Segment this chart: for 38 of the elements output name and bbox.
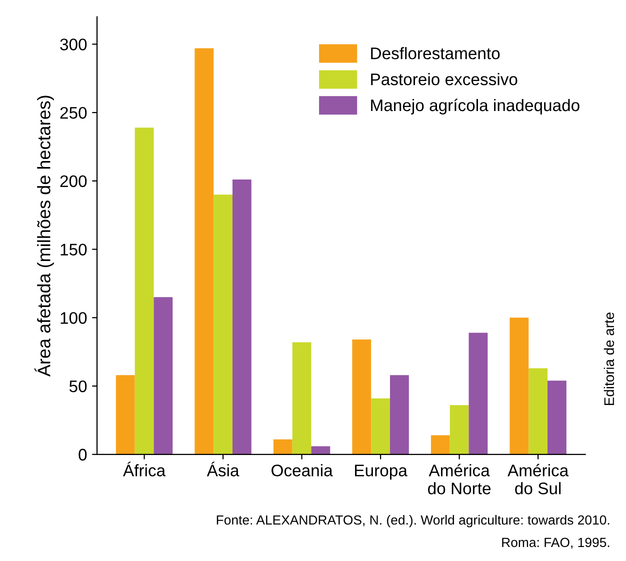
- x-tick-label: Europa: [355, 464, 408, 480]
- y-tick-label: 300: [60, 38, 87, 50]
- bar: [273, 439, 292, 454]
- bar: [352, 340, 372, 454]
- bar: [311, 446, 330, 454]
- legend-label: Manejo agrícola inadequado: [371, 98, 580, 114]
- bar: [528, 368, 548, 454]
- y-tick-label: 0: [78, 448, 87, 461]
- bar: [548, 380, 566, 454]
- x-tick-label: África: [123, 462, 166, 476]
- y-tick-label: 100: [60, 312, 87, 324]
- bar: [468, 332, 488, 454]
- bar: [510, 318, 529, 454]
- bar: [292, 342, 312, 454]
- x-tick-label: Ásia: [206, 462, 240, 476]
- bar: [430, 435, 450, 454]
- source-note: Fonte: ALEXANDRATOS, N. (ed.). World agriculture: towards 2010.: [216, 514, 610, 528]
- bar: [194, 48, 214, 454]
- x-tick-label: América do Sul: [508, 464, 569, 494]
- legend-label: Pastoreio excessivo: [371, 73, 518, 86]
- legend-label: Desflorestamento: [371, 47, 500, 60]
- x-tick-label: América do Norte: [428, 464, 491, 494]
- bar: [154, 297, 173, 454]
- bar: [116, 375, 135, 454]
- bar: [134, 128, 154, 454]
- y-axis-title: Área afetada (milhões de hectares): [34, 96, 54, 377]
- bar: [450, 405, 469, 454]
- bar: [232, 180, 252, 454]
- y-tick-label: 200: [60, 175, 87, 188]
- text: Editoria de arte: [604, 312, 614, 405]
- y-tick-label: 50: [69, 380, 87, 392]
- text: Roma: FAO, 1995.: [502, 538, 610, 549]
- y-tick-label: 150: [60, 244, 87, 256]
- bar: [371, 398, 390, 454]
- bar: [214, 194, 232, 454]
- x-tick-label: Oceania: [272, 464, 333, 476]
- y-tick-label: 250: [60, 106, 87, 119]
- bar: [390, 375, 409, 454]
